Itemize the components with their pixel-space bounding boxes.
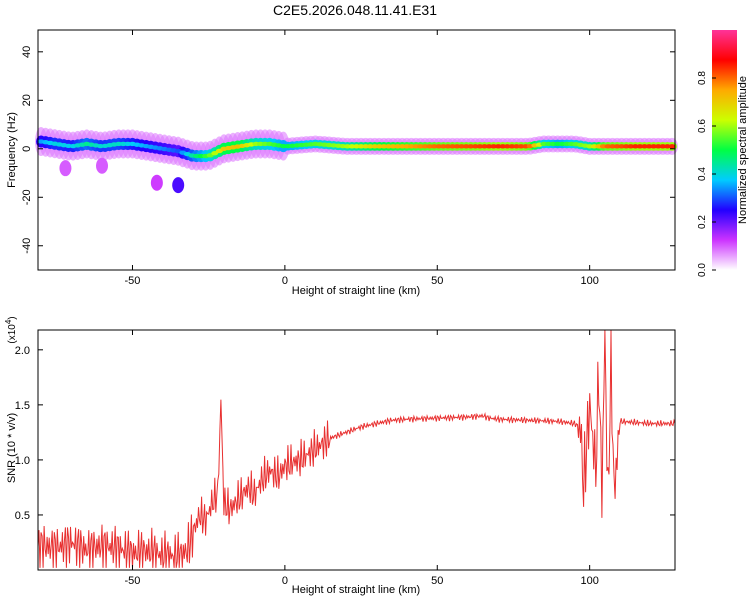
spectrogram-ytick-label: 20 — [21, 94, 33, 106]
snr-ytick-label: 1.5 — [15, 400, 30, 412]
snr-axes: -50 0 50 100 0.5 1.0 1.5 2.0 — [15, 330, 675, 587]
snr-series-line — [37, 329, 676, 568]
snr-plot-area — [38, 330, 675, 570]
colorbar-axes: 0.0 0.2 0.4 0.6 0.8 — [697, 71, 716, 277]
colorbar-scale — [712, 30, 737, 270]
spectrogram-marks — [35, 126, 678, 194]
colorbar-tick-label: 0.0 — [697, 263, 708, 277]
snr-multiplier-close: ) — [7, 316, 18, 319]
spectrogram-axes: -50 0 50 100 -40 -20 0 20 40 — [21, 30, 675, 287]
spectrogram-ytick-label: -20 — [21, 189, 33, 205]
snr-xtick-label: 100 — [580, 575, 598, 587]
snr-xtick-label: 50 — [431, 575, 443, 587]
snr-ylabel: SNR (10 * v/v) — [6, 413, 18, 483]
snr-panel: -50 0 50 100 0.5 1.0 1.5 2.0 Height of straight… — [4, 316, 676, 596]
colorbar-label: Normalized spectral amplitude — [737, 76, 749, 224]
spectrogram-xtick-label: 100 — [580, 275, 598, 287]
snr-ytick-label: 1.0 — [15, 455, 30, 467]
spectrogram-frame — [37, 29, 676, 271]
snr-xtick-label: -50 — [125, 575, 141, 587]
spectrogram-blob-1 — [150, 174, 163, 191]
snr-multiplier-exponent: 4 — [4, 319, 13, 324]
spectrogram-xtick-label: 50 — [431, 275, 443, 287]
spectrogram-blob-2 — [96, 157, 109, 174]
spectrogram-panel: -50 0 50 100 -40 -20 0 20 40 Height of straight … — [6, 29, 678, 297]
snr-xlabel: Height of straight line (km) — [292, 584, 420, 596]
colorbar-tick-label: 0.2 — [697, 215, 708, 229]
colorbar-tick-label: 0.6 — [697, 119, 708, 133]
snr-multiplier-base: (x10 — [7, 324, 18, 344]
spectrogram-ylabel: Frequency (Hz) — [6, 112, 18, 188]
snr-frame — [37, 329, 676, 571]
spectrogram-core-138 — [668, 144, 676, 149]
spectrogram-ytick-label: -40 — [21, 238, 33, 254]
spectrogram-xtick-label: -50 — [125, 275, 141, 287]
spectrogram-ytick-label: 0 — [21, 146, 33, 152]
spectrogram-blob-3 — [59, 160, 72, 177]
snr-ytick-label: 0.5 — [15, 510, 30, 522]
spectrogram-xlabel: Height of straight line (km) — [292, 285, 420, 297]
figure-title: C2E5.2026.048.11.41.E31 — [273, 2, 437, 18]
colorbar-tick-label: 0.8 — [697, 71, 708, 85]
snr-xtick-label: 0 — [282, 575, 288, 587]
spectrogram-xtick-label: 0 — [282, 275, 288, 287]
spectrogram-blob-0 — [172, 177, 185, 194]
colorbar-tick-label: 0.4 — [697, 167, 708, 181]
colorbar: 0.0 0.2 0.4 0.6 0.8 Normalized spectral ampl… — [697, 30, 749, 277]
snr-ytick-label: 2.0 — [15, 345, 30, 357]
spectrogram-ytick-label: 40 — [21, 46, 33, 58]
snr-multiplier: (x104) — [4, 316, 18, 343]
